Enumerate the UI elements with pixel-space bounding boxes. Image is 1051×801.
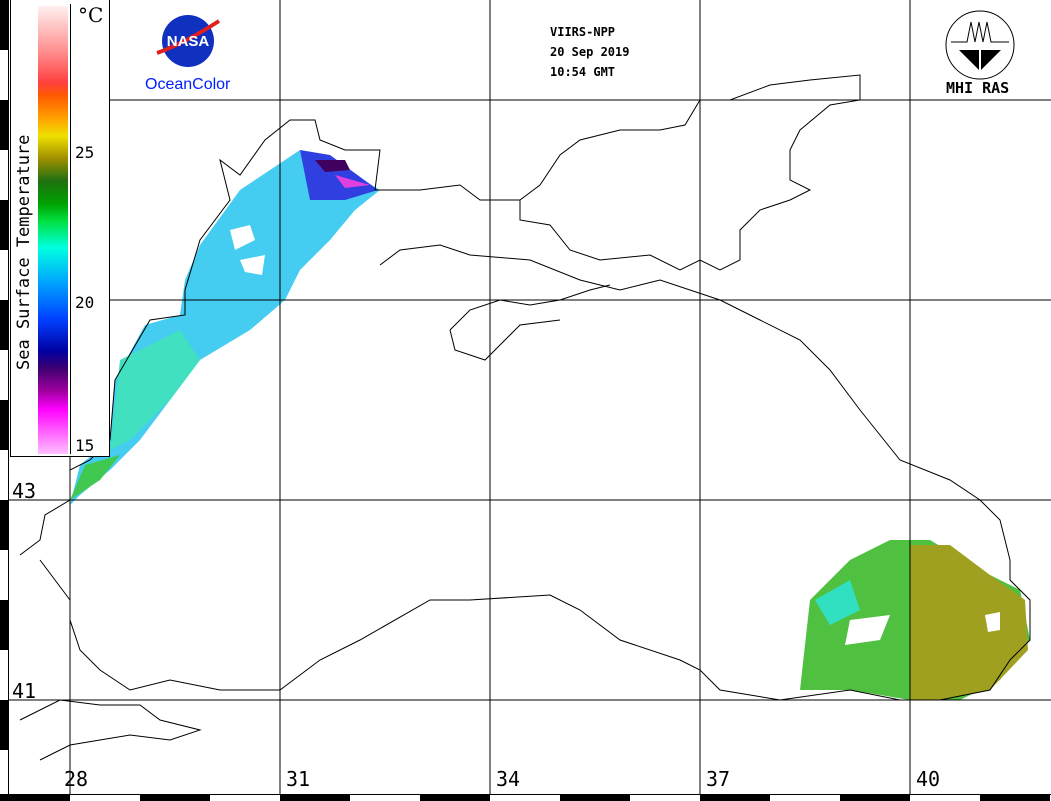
latitude-label: 41 [12, 679, 37, 703]
mhi-ras-caption: MHI RAS [946, 79, 1010, 97]
colorbar-tick: 20 [75, 293, 95, 312]
colorbar-tick: 25 [75, 143, 95, 162]
longitude-label: 31 [286, 767, 311, 791]
longitude-label: 37 [706, 767, 731, 791]
acquisition-info: VIIRS-NPP 20 Sep 2019 10:54 GMT [550, 22, 629, 82]
sst-patch-northwest [70, 150, 380, 505]
colorbar [38, 6, 68, 454]
colorbar-unit: °C [78, 3, 104, 27]
bottom-scale-bar [0, 794, 1051, 801]
oceancolor-caption: OceanColor [145, 76, 231, 93]
graticule [8, 0, 1051, 795]
longitude-label: 34 [496, 767, 521, 791]
left-scale-bar [0, 0, 9, 801]
acquisition-date: 20 Sep 2019 [550, 45, 630, 59]
acquisition-time: 10:54 GMT [550, 65, 616, 79]
svg-text:NASA: NASA [167, 33, 210, 50]
colorbar-axis [70, 4, 71, 454]
latitude-label: 43 [12, 479, 37, 503]
coastline [19, 74, 1031, 761]
longitude-label: 28 [64, 767, 89, 791]
colorbar-tick: 15 [75, 436, 95, 455]
sst-patch-southeast [800, 540, 1030, 700]
colorbar-title: Sea Surface Temperature [14, 134, 34, 370]
longitude-label: 40 [916, 767, 941, 791]
sensor-name: VIIRS-NPP [550, 25, 616, 39]
nasa-logo: NASA [156, 15, 221, 67]
mhi-ras-logo [945, 10, 1015, 80]
